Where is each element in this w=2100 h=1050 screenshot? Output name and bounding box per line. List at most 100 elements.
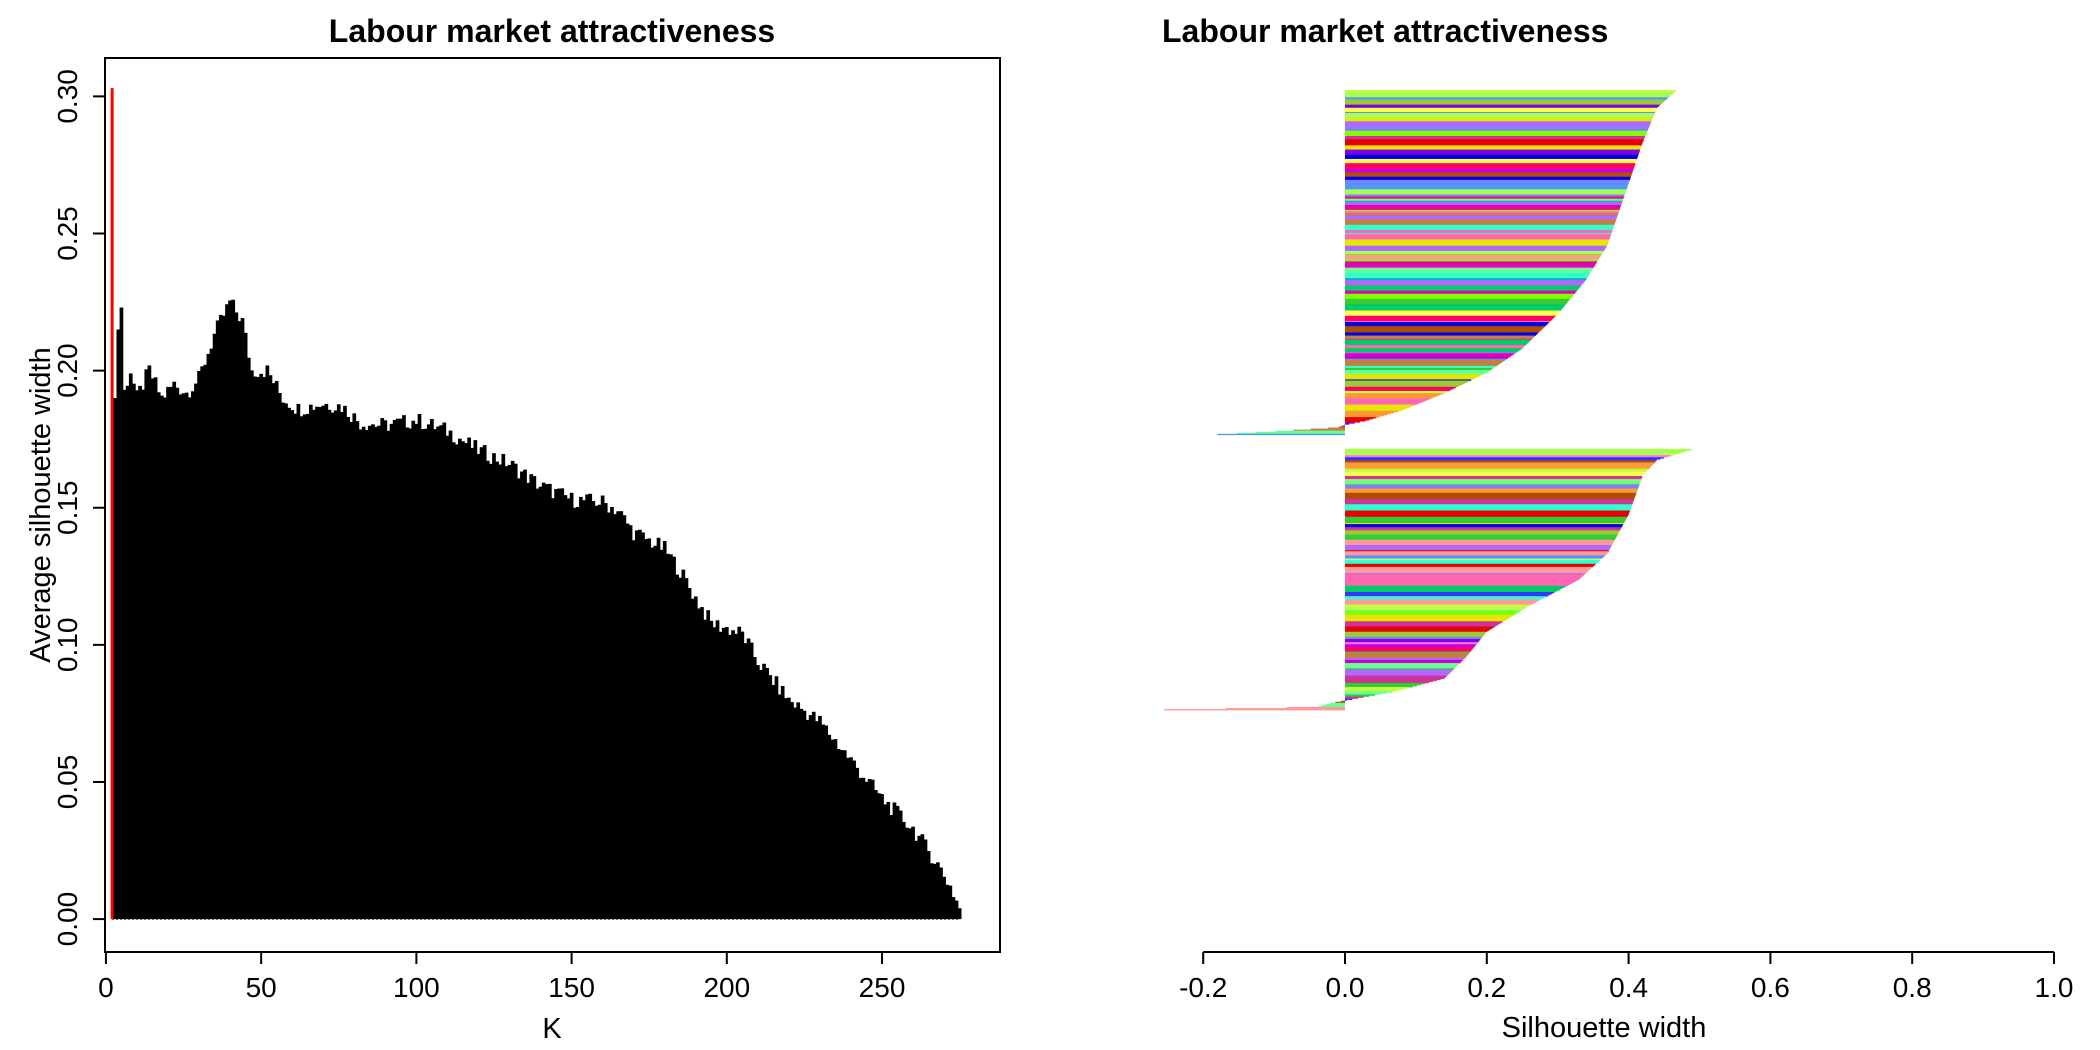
silhouette-bar — [1345, 481, 1641, 483]
k-bar — [783, 698, 788, 920]
k-bar — [454, 444, 459, 920]
k-bar — [715, 620, 720, 920]
silhouette-bar — [1345, 332, 1539, 334]
silhouette-bar — [1345, 530, 1620, 532]
silhouette-bar — [1345, 404, 1415, 406]
k-bar — [619, 511, 624, 920]
silhouette-bar — [1345, 155, 1638, 158]
k-bar — [768, 675, 773, 920]
silhouette-bar — [1345, 285, 1581, 287]
k-bar — [653, 545, 658, 920]
silhouette-bar — [1345, 270, 1592, 273]
silhouette-bar — [1345, 109, 1656, 112]
silhouette-bar — [1256, 431, 1345, 434]
silhouette-bar — [1345, 269, 1592, 272]
silhouette-bar — [1345, 190, 1627, 192]
silhouette-bar — [1345, 651, 1470, 653]
silhouette-bar — [1322, 704, 1345, 707]
k-bar — [923, 839, 928, 920]
silhouette-bar — [1345, 679, 1437, 682]
silhouette-bar — [1345, 105, 1659, 108]
silhouette-bar — [1345, 483, 1640, 485]
left-y-tick-label: 0.20 — [52, 343, 83, 398]
k-bar — [572, 507, 577, 920]
k-bar — [873, 790, 878, 920]
k-bar — [237, 321, 242, 920]
silhouette-bar — [1345, 267, 1594, 269]
silhouette-bar — [1345, 223, 1615, 226]
silhouette-bar — [1236, 432, 1345, 435]
silhouette-bar — [1345, 658, 1464, 661]
k-bar — [312, 409, 316, 920]
silhouette-bar — [1345, 559, 1601, 561]
silhouette-bar — [1345, 523, 1624, 525]
silhouette-bar — [1345, 694, 1376, 696]
silhouette-bar — [1345, 282, 1584, 284]
silhouette-bar — [1345, 509, 1631, 511]
silhouette-bar — [1345, 221, 1616, 224]
k-bar — [681, 569, 686, 920]
k-bar — [883, 804, 887, 920]
silhouette-bar — [1345, 506, 1632, 508]
k-bar — [563, 495, 568, 920]
silhouette-bar — [1345, 339, 1531, 342]
k-bar — [849, 757, 853, 920]
silhouette-bar — [1345, 574, 1585, 576]
k-bar — [172, 381, 177, 920]
k-bar — [712, 627, 717, 920]
k-bar — [535, 488, 540, 920]
silhouette-bar — [1345, 517, 1627, 520]
k-bar — [526, 482, 530, 920]
silhouette-bar — [1345, 513, 1629, 515]
k-bar — [187, 397, 192, 920]
silhouette-bar — [1345, 324, 1547, 326]
silhouette-bar — [1345, 585, 1567, 588]
silhouette-bar — [1345, 149, 1641, 151]
silhouette-bar — [1345, 191, 1626, 193]
k-bar — [411, 420, 416, 920]
silhouette-bar — [1345, 118, 1653, 120]
silhouette-bar — [1345, 388, 1452, 391]
silhouette-bar — [1345, 130, 1648, 133]
silhouette-bar — [1345, 361, 1502, 364]
silhouette-bar — [1345, 474, 1643, 477]
k-bar — [371, 424, 375, 920]
k-bar — [591, 501, 596, 920]
silhouette-bar — [1345, 169, 1634, 171]
silhouette-bar — [1345, 228, 1613, 231]
silhouette-bar — [1345, 622, 1501, 624]
k-bar — [417, 413, 422, 920]
silhouette-bar — [1345, 602, 1535, 604]
k-bar — [209, 348, 214, 920]
silhouette-bar — [1345, 224, 1615, 227]
k-bar — [728, 634, 732, 920]
silhouette-bar — [1345, 451, 1682, 454]
silhouette-bar — [1345, 150, 1640, 152]
silhouette-bar — [1345, 419, 1370, 421]
silhouette-bar — [1345, 313, 1558, 315]
silhouette-bar — [1344, 424, 1345, 426]
k-bar — [389, 423, 394, 920]
silhouette-bar — [1345, 629, 1490, 631]
k-bar — [336, 404, 341, 920]
silhouette-bar — [1345, 257, 1600, 259]
silhouette-bar — [1345, 271, 1591, 274]
silhouette-bar — [1345, 262, 1597, 264]
k-bar — [538, 486, 543, 920]
silhouette-bar — [1345, 470, 1647, 473]
silhouette-bar — [1345, 330, 1541, 332]
silhouette-bar — [1345, 480, 1641, 482]
k-bar — [287, 407, 291, 920]
k-bar — [532, 476, 537, 920]
left-x-axis: 0 50 100 150 200 250 — [98, 951, 905, 1003]
silhouette-bar — [1345, 560, 1599, 563]
silhouette-bar — [1345, 573, 1586, 575]
silhouette-bar — [1345, 245, 1607, 248]
silhouette-bar — [1345, 541, 1614, 544]
k-bar — [169, 386, 173, 920]
silhouette-bar — [1345, 616, 1512, 618]
silhouette-bar — [1345, 296, 1572, 299]
k-bar — [594, 505, 599, 920]
silhouette-bar — [1345, 619, 1507, 621]
k-bar — [771, 684, 776, 920]
